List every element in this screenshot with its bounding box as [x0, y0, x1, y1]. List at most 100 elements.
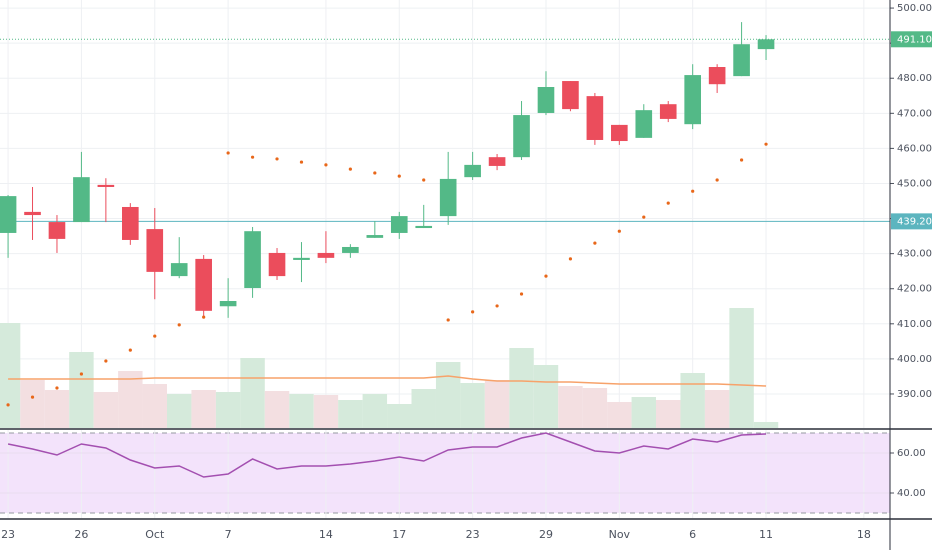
sar-dot: [324, 163, 328, 167]
sar-dot: [153, 334, 157, 338]
volume-bar: [631, 397, 657, 428]
sar-dot: [128, 348, 132, 352]
sar-dot: [30, 395, 35, 399]
candle-body: [659, 104, 677, 119]
sar-dot: [495, 304, 499, 308]
candle-body: [73, 177, 90, 223]
sar-dot: [691, 189, 695, 193]
candle-body: [48, 222, 66, 239]
volume-bar: [509, 348, 534, 428]
sar-dot: [299, 160, 304, 164]
candle-body: [342, 246, 359, 253]
candle-body: [635, 110, 653, 138]
volume-bar: [0, 323, 21, 428]
volume-bar: [264, 391, 290, 428]
volume-ma-line: [8, 375, 767, 387]
x-tick-label: Nov: [609, 528, 631, 541]
sar-dot: [104, 359, 108, 363]
candle-body: [0, 196, 17, 233]
candle-body: [415, 225, 433, 229]
candle-body: [170, 263, 188, 277]
sar-dot: [617, 229, 621, 233]
sar-dot: [373, 171, 377, 175]
sar-dot: [397, 174, 401, 178]
sar-dot: [642, 215, 646, 219]
volume-bar: [704, 390, 730, 428]
volume-bar: [240, 358, 265, 428]
x-tick-label: 18: [857, 528, 871, 541]
price-label: 439.20: [897, 216, 932, 227]
volume-bar: [484, 380, 510, 428]
rsi-band: [0, 433, 890, 513]
candle-body: [317, 252, 335, 258]
volume-bar: [656, 400, 681, 428]
volume-bar: [729, 308, 754, 428]
volume-bar: [411, 389, 436, 428]
candle-body: [708, 67, 726, 85]
y-tick-label: 40.00: [897, 488, 926, 499]
sar-dot: [739, 158, 744, 162]
volume-bar: [20, 380, 45, 428]
sar-dot: [666, 201, 670, 205]
volume-bar: [435, 362, 461, 428]
candle-body: [390, 216, 408, 233]
y-tick-label: 390.00: [897, 389, 932, 400]
candle-body: [757, 39, 775, 50]
sar-dot: [275, 157, 279, 161]
y-tick-label: 420.00: [897, 284, 932, 295]
candle-body: [195, 258, 212, 311]
candle-body: [293, 257, 310, 260]
sar-dot: [202, 315, 206, 319]
candle-body: [244, 231, 261, 289]
candle-body: [684, 75, 701, 125]
volume-bar: [93, 392, 119, 428]
candle-body: [439, 178, 457, 217]
y-tick-label: 500.00: [897, 3, 932, 14]
volume-bar: [118, 371, 143, 428]
sar-dot: [568, 257, 573, 261]
x-tick-label: 14: [319, 528, 333, 541]
sar-dot: [226, 151, 230, 155]
sar-dot: [471, 310, 475, 314]
candle-body: [97, 184, 115, 187]
sar-dot: [250, 155, 255, 159]
price-label-box: [891, 213, 932, 230]
rsi-line: [7, 432, 767, 478]
volume-bar: [680, 373, 705, 428]
sar-dot: [422, 178, 426, 182]
sar-dot: [519, 292, 524, 296]
candle-body: [733, 44, 750, 77]
candle-body: [586, 96, 604, 140]
candle-body: [464, 164, 481, 178]
y-tick-label: 400.00: [897, 354, 932, 365]
volume-bar: [607, 402, 632, 428]
x-tick-label: 17: [392, 528, 406, 541]
sar-dot: [177, 323, 181, 327]
volume-bar: [215, 392, 241, 428]
x-tick-label: 23: [466, 528, 480, 541]
volume-bar: [387, 404, 412, 428]
x-tick-label: 7: [225, 528, 232, 541]
volume-bar: [753, 422, 779, 428]
candle-body: [146, 229, 164, 272]
sar-dot: [348, 167, 352, 171]
volume-bar: [142, 384, 167, 428]
sar-dot: [79, 372, 84, 376]
candle-body: [488, 157, 506, 166]
y-tick-label: 430.00: [897, 249, 932, 260]
y-tick-label: 410.00: [897, 319, 932, 330]
y-tick-label: 470.00: [897, 108, 932, 119]
sar-dot: [593, 241, 597, 245]
x-tick-label: 26: [74, 528, 88, 541]
volume-bar: [338, 400, 363, 428]
sar-dot: [6, 403, 10, 407]
candle-body: [562, 81, 579, 110]
candle-body: [268, 252, 286, 277]
volume-bar: [44, 390, 70, 428]
volume-bar: [289, 394, 314, 428]
x-tick-label: Oct: [145, 528, 165, 541]
sar-dot: [544, 274, 548, 278]
volume-bar: [69, 352, 94, 428]
x-tick-label: 11: [759, 528, 773, 541]
candle-body: [513, 115, 530, 158]
